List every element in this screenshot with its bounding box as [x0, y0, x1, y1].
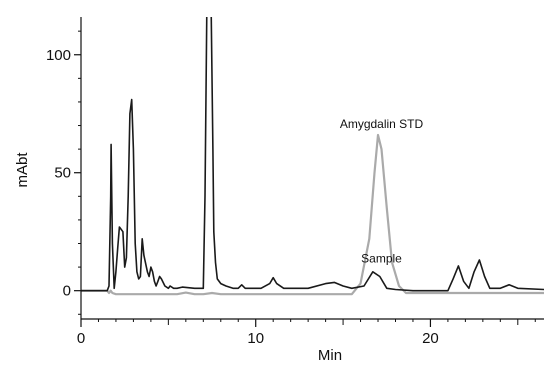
annotation-sample: Sample — [361, 251, 402, 265]
x-tick-label: 20 — [422, 330, 439, 347]
series-line-2 — [81, 133, 544, 296]
x-tick-label: 0 — [77, 330, 85, 347]
x-tick-label: 10 — [247, 330, 264, 347]
plot-axes: 0 10 20 0 50 100 — [46, 17, 544, 347]
y-tick-label: 0 — [63, 283, 71, 300]
y-tick-label: 50 — [54, 165, 71, 182]
annotation-std: Amygdalin STD — [340, 117, 424, 131]
y-axis-title: mAbt — [14, 152, 31, 188]
series-line-1 — [81, 17, 544, 292]
y-tick-label: 100 — [46, 47, 71, 64]
x-axis-title: Min — [318, 347, 342, 364]
plot-series — [81, 17, 544, 296]
plot-annotations: Amygdalin STD Sample — [340, 117, 424, 265]
